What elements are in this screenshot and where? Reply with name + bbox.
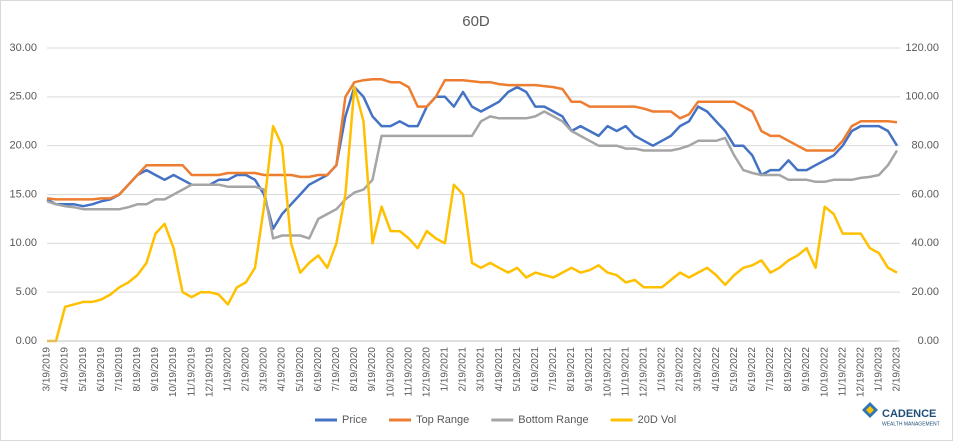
x-tick-label: 6/19/2022 bbox=[747, 347, 758, 392]
y2-tick-label: 40.00 bbox=[911, 237, 939, 249]
x-tick-label: 11/19/2019 bbox=[186, 347, 197, 397]
x-tick-label: 6/19/2021 bbox=[530, 347, 541, 392]
x-tick-label: 5/19/2020 bbox=[295, 347, 306, 392]
x-tick-label: 4/19/2019 bbox=[60, 347, 71, 392]
x-tick-label: 9/19/2020 bbox=[367, 347, 378, 392]
x-tick-label: 12/19/2019 bbox=[204, 347, 215, 397]
x-tick-label: 3/19/2019 bbox=[42, 347, 53, 392]
series-line bbox=[46, 78, 898, 201]
x-tick-label: 2/19/2022 bbox=[675, 347, 686, 392]
x-tick-label: 3/19/2021 bbox=[476, 347, 487, 392]
x-tick-label: 3/19/2022 bbox=[693, 347, 704, 392]
x-tick-label: 11/19/2020 bbox=[403, 347, 414, 397]
x-tick-label: 2/19/2021 bbox=[458, 347, 469, 392]
x-tick-label: 5/19/2021 bbox=[512, 347, 523, 392]
x-tick-label: 8/19/2021 bbox=[566, 347, 577, 392]
x-tick-label: 10/19/2019 bbox=[168, 347, 179, 397]
x-tick-label: 7/19/2019 bbox=[114, 347, 125, 392]
x-tick-label: 5/19/2019 bbox=[78, 347, 89, 392]
y-tick-label: 25.00 bbox=[9, 91, 37, 103]
legend-item: Price bbox=[315, 414, 367, 426]
x-tick-label: 9/19/2019 bbox=[150, 347, 161, 392]
x-tick-label: 12/19/2022 bbox=[855, 347, 866, 397]
x-tick-label: 4/19/2022 bbox=[711, 347, 722, 392]
y-tick-label: 30.00 bbox=[9, 42, 37, 54]
legend-label: 20D Vol bbox=[638, 414, 677, 426]
y2-tick-label: 100.00 bbox=[905, 91, 939, 103]
series-line bbox=[46, 110, 899, 240]
y-tick-label: 10.00 bbox=[9, 237, 37, 249]
series-line bbox=[46, 85, 899, 230]
y2-tick-label: 20.00 bbox=[911, 286, 939, 298]
x-tick-label: 9/19/2022 bbox=[801, 347, 812, 392]
y2-tick-label: 120.00 bbox=[905, 42, 939, 54]
x-tick-label: 1/19/2022 bbox=[657, 347, 668, 392]
series-line bbox=[47, 85, 898, 343]
y2-tick-label: 60.00 bbox=[911, 188, 939, 200]
x-tick-label: 2/19/2020 bbox=[241, 347, 252, 392]
legend-label: Top Range bbox=[416, 414, 469, 426]
x-tick-label: 10/19/2022 bbox=[819, 347, 830, 397]
x-tick-label: 7/19/2020 bbox=[331, 347, 342, 392]
x-tick-label: 8/19/2022 bbox=[783, 347, 794, 392]
x-tick-label: 11/19/2022 bbox=[837, 347, 848, 397]
legend-label: Price bbox=[342, 414, 367, 426]
y2-tick-label: 80.00 bbox=[911, 140, 939, 152]
x-tick-label: 9/19/2021 bbox=[584, 347, 595, 392]
x-tick-label: 8/19/2020 bbox=[349, 347, 360, 392]
y-tick-label: 15.00 bbox=[9, 188, 37, 200]
x-tick-label: 6/19/2020 bbox=[313, 347, 324, 392]
logo-icon-inner bbox=[866, 406, 874, 414]
x-tick-label: 4/19/2021 bbox=[494, 347, 505, 392]
legend-item: 20D Vol bbox=[610, 414, 677, 426]
y-tick-label: 5.00 bbox=[16, 286, 37, 298]
x-tick-label: 11/19/2021 bbox=[620, 347, 631, 397]
logo-name: CADENCE bbox=[882, 408, 936, 420]
x-tick-label: 12/19/2020 bbox=[421, 347, 432, 397]
logo-tagline: WEALTH MANAGEMENT bbox=[882, 421, 940, 427]
x-tick-label: 1/19/2023 bbox=[874, 347, 885, 392]
x-tick-label: 2/19/2023 bbox=[892, 347, 903, 392]
x-tick-label: 1/19/2020 bbox=[222, 347, 233, 392]
legend-item: Bottom Range bbox=[491, 414, 589, 426]
x-tick-label: 7/19/2021 bbox=[548, 347, 559, 392]
x-tick-label: 10/19/2021 bbox=[602, 347, 613, 397]
x-tick-label: 5/19/2022 bbox=[729, 347, 740, 392]
x-tick-label: 3/19/2020 bbox=[259, 347, 270, 392]
x-tick-label: 1/19/2021 bbox=[440, 347, 451, 392]
logo: CADENCE WEALTH MANAGEMENT bbox=[862, 402, 940, 427]
y-tick-label: 20.00 bbox=[9, 140, 37, 152]
x-tick-label: 8/19/2019 bbox=[132, 347, 143, 392]
legend-item: Top Range bbox=[389, 414, 469, 426]
y-tick-label: 0.00 bbox=[16, 335, 37, 347]
x-tick-label: 6/19/2019 bbox=[96, 347, 107, 392]
x-tick-label: 4/19/2020 bbox=[277, 347, 288, 392]
x-tick-label: 10/19/2020 bbox=[385, 347, 396, 397]
x-tick-label: 12/19/2021 bbox=[638, 347, 649, 397]
y2-tick-label: 0.00 bbox=[918, 335, 939, 347]
x-tick-label: 7/19/2022 bbox=[765, 347, 776, 392]
legend-label: Bottom Range bbox=[518, 414, 588, 426]
chart-title: 60D bbox=[462, 13, 490, 30]
